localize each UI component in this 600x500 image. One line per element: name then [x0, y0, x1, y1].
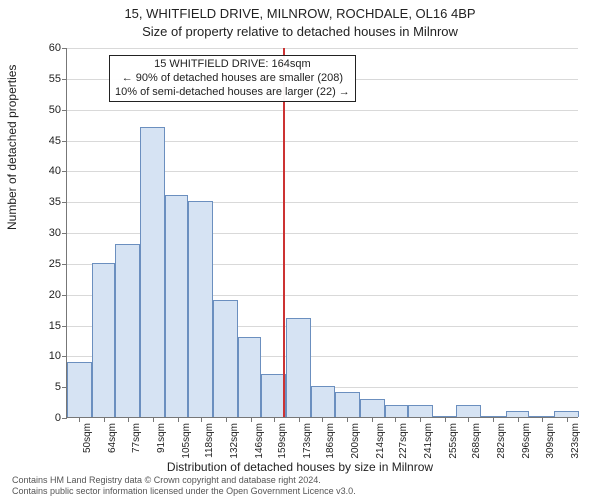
footer-line1: Contains HM Land Registry data © Crown c… — [12, 475, 356, 485]
x-tick-mark — [201, 417, 202, 422]
annotation-box: 15 WHITFIELD DRIVE: 164sqm ← 90% of deta… — [109, 55, 356, 102]
histogram-bar — [140, 127, 165, 417]
x-tick-label: 227sqm — [398, 423, 409, 459]
x-tick-label: 91sqm — [156, 423, 167, 453]
histogram-bar — [433, 416, 456, 417]
annotation-line1: 15 WHITFIELD DRIVE: 164sqm — [115, 58, 350, 72]
annotation-line2: ← 90% of detached houses are smaller (20… — [115, 72, 350, 86]
x-tick-mark — [493, 417, 494, 422]
histogram-bar — [286, 318, 311, 417]
x-tick-label: 64sqm — [107, 423, 118, 453]
histogram-bar — [408, 405, 433, 417]
x-tick-mark — [347, 417, 348, 422]
x-tick-mark — [251, 417, 252, 422]
histogram-bar — [385, 405, 408, 417]
histogram-bar — [554, 411, 579, 417]
x-tick-label: 159sqm — [277, 423, 288, 459]
x-tick-mark — [274, 417, 275, 422]
x-tick-mark — [468, 417, 469, 422]
x-tick-mark — [420, 417, 421, 422]
x-tick-mark — [104, 417, 105, 422]
y-tick-label: 45 — [49, 135, 67, 147]
histogram-bar — [165, 195, 188, 417]
x-tick-label: 77sqm — [131, 423, 142, 453]
x-tick-label: 241sqm — [423, 423, 434, 459]
bars-layer — [67, 48, 578, 417]
histogram-bar — [360, 399, 385, 418]
y-tick-label: 5 — [55, 381, 67, 393]
footer-attribution: Contains HM Land Registry data © Crown c… — [12, 475, 356, 496]
x-tick-mark — [178, 417, 179, 422]
y-tick-label: 10 — [49, 350, 67, 362]
x-tick-mark — [542, 417, 543, 422]
x-tick-mark — [299, 417, 300, 422]
x-tick-mark — [153, 417, 154, 422]
y-axis-label: Number of detached properties — [5, 65, 19, 230]
histogram-bar — [311, 386, 334, 417]
x-tick-mark — [128, 417, 129, 422]
chart-title-main: 15, WHITFIELD DRIVE, MILNROW, ROCHDALE, … — [0, 6, 600, 21]
x-tick-mark — [395, 417, 396, 422]
histogram-bar — [335, 392, 360, 417]
histogram-bar — [115, 244, 140, 417]
x-tick-label: 118sqm — [204, 423, 215, 458]
y-tick-label: 55 — [49, 73, 67, 85]
x-tick-mark — [226, 417, 227, 422]
x-tick-label: 323sqm — [570, 423, 581, 459]
histogram-bar — [92, 263, 115, 417]
x-tick-mark — [567, 417, 568, 422]
footer-line2: Contains public sector information licen… — [12, 486, 356, 496]
x-tick-label: 50sqm — [82, 423, 93, 453]
x-tick-mark — [79, 417, 80, 422]
histogram-bar — [481, 416, 506, 417]
y-tick-label: 50 — [49, 104, 67, 116]
histogram-bar — [213, 300, 238, 417]
annotation-line3: 10% of semi-detached houses are larger (… — [115, 86, 350, 100]
x-tick-label: 255sqm — [448, 423, 459, 459]
x-tick-label: 146sqm — [254, 423, 265, 459]
x-tick-label: 282sqm — [496, 423, 507, 459]
y-tick-label: 15 — [49, 320, 67, 332]
histogram-bar — [188, 201, 213, 417]
x-tick-label: 173sqm — [302, 423, 313, 459]
y-tick-label: 40 — [49, 165, 67, 177]
y-tick-label: 60 — [49, 42, 67, 54]
reference-line — [283, 48, 285, 417]
histogram-bar — [456, 405, 481, 417]
histogram-bar — [67, 362, 92, 418]
y-tick-label: 20 — [49, 289, 67, 301]
x-axis-label: Distribution of detached houses by size … — [0, 460, 600, 474]
x-tick-mark — [322, 417, 323, 422]
chart-title-sub: Size of property relative to detached ho… — [0, 24, 600, 39]
y-tick-label: 35 — [49, 196, 67, 208]
x-tick-mark — [518, 417, 519, 422]
x-tick-label: 268sqm — [471, 423, 482, 459]
histogram-bar — [529, 416, 554, 417]
y-tick-label: 25 — [49, 258, 67, 270]
y-tick-label: 30 — [49, 227, 67, 239]
x-tick-mark — [445, 417, 446, 422]
histogram-bar — [506, 411, 529, 417]
x-tick-label: 186sqm — [325, 423, 336, 459]
x-tick-mark — [372, 417, 373, 422]
plot-area: 15 WHITFIELD DRIVE: 164sqm ← 90% of deta… — [66, 48, 578, 418]
x-tick-label: 296sqm — [521, 423, 532, 459]
x-tick-label: 200sqm — [350, 423, 361, 459]
x-tick-label: 309sqm — [545, 423, 556, 459]
x-tick-label: 214sqm — [375, 423, 386, 459]
y-tick-label: 0 — [55, 412, 67, 424]
x-tick-label: 132sqm — [229, 423, 240, 459]
x-tick-label: 105sqm — [181, 423, 192, 459]
histogram-bar — [238, 337, 261, 417]
histogram-chart: 15, WHITFIELD DRIVE, MILNROW, ROCHDALE, … — [0, 0, 600, 500]
